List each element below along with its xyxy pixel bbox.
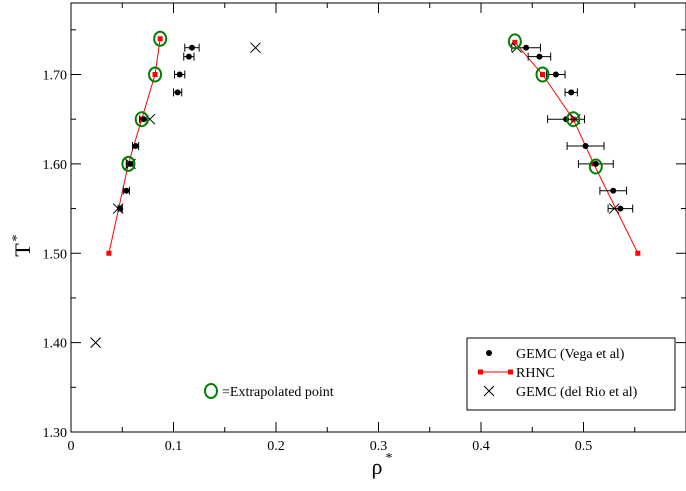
rhnc-point [157, 36, 163, 42]
annotation-circle-icon [204, 383, 218, 399]
axes: 0 0.1 0.2 0.3 0.4 0.5 1.30 1.40 1.50 1.60 1.70 [43, 2, 686, 454]
y-tick-label: 1.70 [43, 69, 68, 84]
rhnc-point [152, 72, 158, 77]
extrapolated-point [566, 111, 581, 128]
vega-point [610, 187, 617, 194]
vega-point [582, 143, 589, 149]
annotation-text: =Extrapolated point [222, 385, 334, 400]
extrapolated-point [588, 158, 603, 175]
y-tick-label: 1.50 [43, 247, 68, 262]
extrapolated-annotation: =Extrapolated point [204, 383, 334, 400]
extrapolated-point [121, 155, 136, 172]
vega-point [140, 116, 147, 123]
vega-point [132, 143, 139, 149]
vega-point [617, 205, 624, 212]
plot-area [90, 30, 641, 348]
x-axis-label-superscript: * [386, 451, 393, 466]
del-rio-stroke [112, 203, 124, 214]
extrapolated-point [535, 66, 550, 83]
vega-point [536, 53, 543, 60]
del-rio-stroke [90, 337, 101, 348]
vega-point [592, 160, 599, 167]
extrapolated-point [148, 66, 163, 83]
del-rio-stroke [250, 42, 261, 54]
del-rio-point [608, 203, 620, 214]
rhnc-point [635, 250, 641, 256]
y-tick-label: 1.30 [43, 426, 68, 441]
vega-point [552, 71, 559, 78]
y-axis-label: T [10, 243, 35, 257]
y-axis-title: T * [10, 235, 35, 257]
x-tick-label: 0.3 [370, 439, 388, 454]
x-tick-label: 0.5 [575, 439, 593, 454]
x-axis-title: ρ * [372, 451, 393, 479]
x-tick-label: 0 [68, 439, 75, 454]
vega-point [176, 71, 183, 78]
extrapolated-point [153, 30, 168, 47]
legend-marker-x [483, 385, 495, 397]
del-rio-stroke [608, 203, 620, 214]
legend-label-rhnc: RHNC [516, 366, 555, 381]
legend-marker-square-right [508, 369, 513, 375]
vega-point [117, 205, 124, 212]
x-tick-label: 0.1 [165, 439, 183, 454]
extrapolated-point [507, 33, 522, 50]
rhnc-point [540, 72, 545, 77]
x-tick-label: 0.4 [472, 439, 490, 454]
x-tick-label: 0.2 [267, 439, 285, 454]
legend: GEMC (Vega et al) RHNC GEMC (del Rio et … [466, 337, 676, 411]
legend-label-vega: GEMC (Vega et al) [516, 347, 625, 362]
rhnc-point [512, 39, 518, 45]
del-rio-point [112, 203, 124, 214]
vega-point [523, 44, 530, 51]
vega-point [188, 44, 195, 51]
y-axis-label-superscript: * [10, 235, 25, 242]
del-rio-point [90, 337, 101, 348]
vega-point [568, 89, 575, 96]
rhnc-line-liquid [514, 41, 639, 254]
y-tick-label: 1.60 [43, 158, 68, 173]
del-rio-point [250, 42, 261, 54]
x-axis-label: ρ [372, 454, 383, 479]
legend-label-del-rio: GEMC (del Rio et al) [516, 385, 638, 400]
extrapolated-point [134, 111, 149, 128]
vega-point [123, 187, 130, 194]
legend-marker-square-left [478, 369, 483, 375]
legend-box [466, 337, 676, 411]
vega-point [174, 89, 181, 96]
vega-point [185, 53, 192, 60]
rhnc-point [106, 250, 112, 256]
legend-marker-dot [486, 350, 492, 356]
y-tick-label: 1.40 [43, 337, 68, 352]
